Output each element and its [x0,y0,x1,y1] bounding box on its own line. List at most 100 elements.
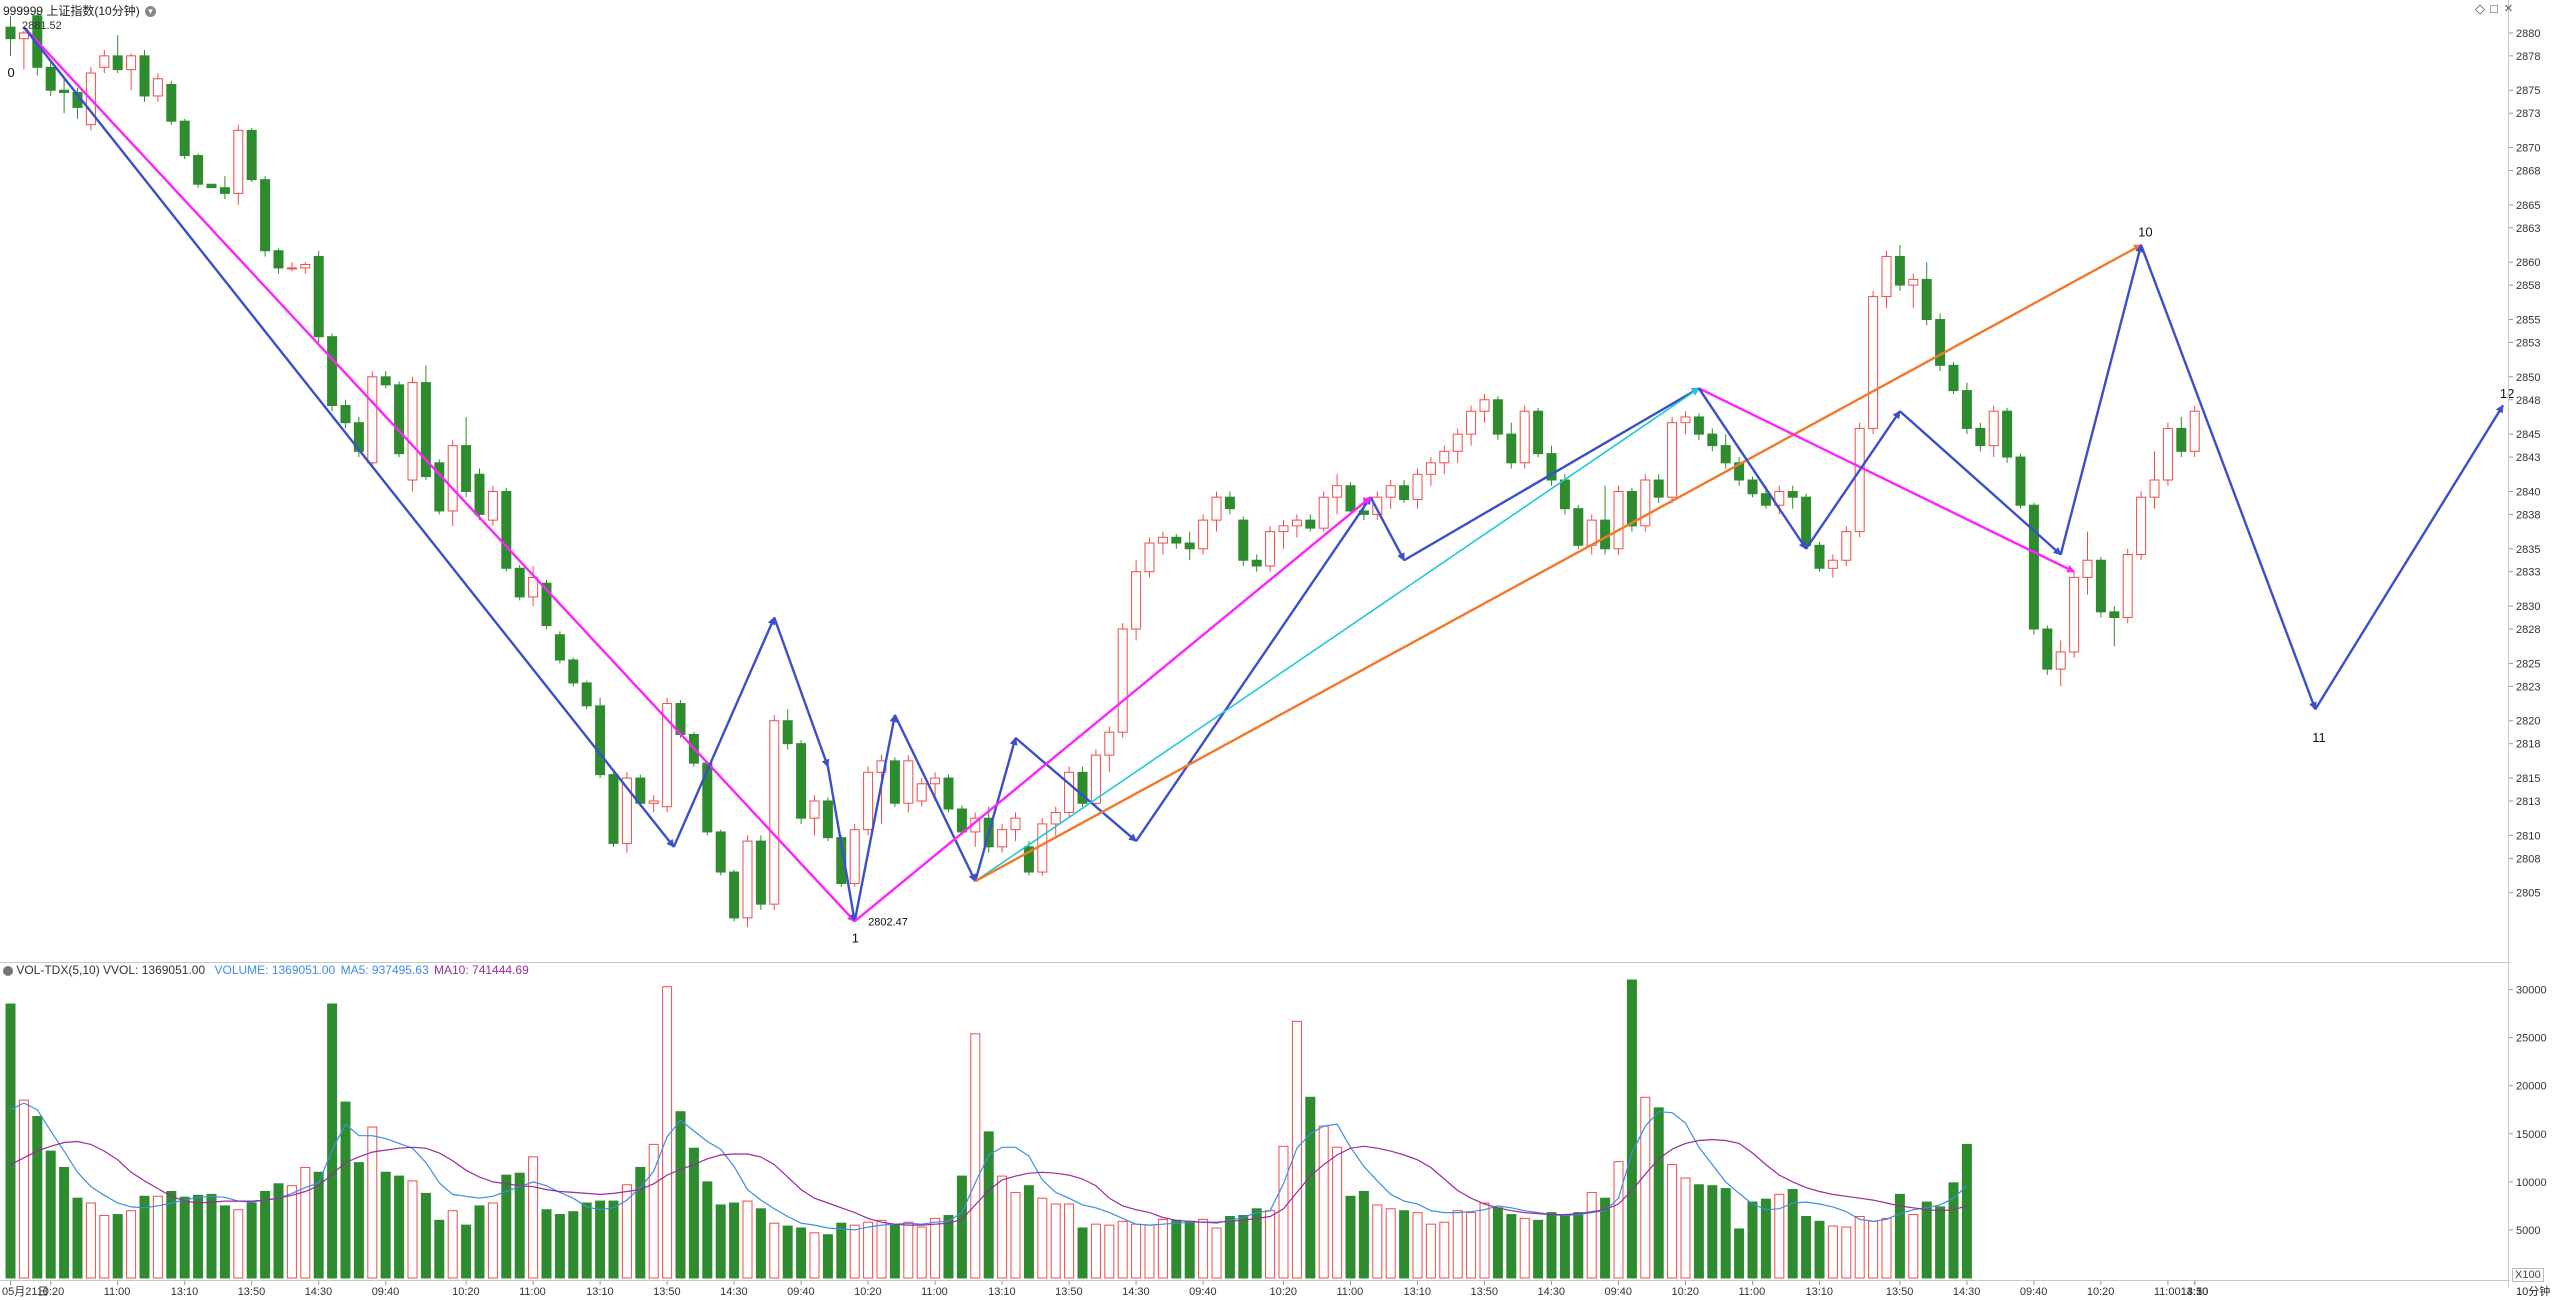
candle-body [179,120,190,157]
time-tick-label: 11:00 [104,1286,131,1298]
candle-body [782,720,793,745]
time-tick-label: 11:00 [921,1286,948,1298]
candle-body [608,774,619,844]
candle-body [930,777,941,785]
blue-trend-segment [893,714,977,883]
time-tick-label: 13:10 [586,1286,614,1298]
time-tick-label: 13:10 [1404,1286,1432,1298]
candle-body [1278,525,1289,533]
volume-bar [983,1131,994,1279]
restore-icon[interactable]: □ [2490,1,2498,16]
volume-bar [286,1185,297,1279]
candle-body [1961,390,1972,429]
candle-body [1452,433,1463,452]
candle-body [1814,544,1825,569]
period-label[interactable]: 10分钟 [2516,1286,2551,1298]
candle-body [1760,493,1771,506]
price-tick-label: 2823 [2516,681,2540,693]
volume-bar [1425,1223,1436,1279]
candle-body [1157,536,1168,544]
price-tick-label: 2815 [2516,773,2540,785]
volume-bar [1184,1220,1195,1279]
volume-bar [1787,1189,1798,1279]
candle-body [1010,817,1021,831]
candle-body [2055,651,2066,670]
time-tick-label: 09:40 [1189,1286,1217,1298]
volume-bar [863,1221,874,1279]
volume-bar [193,1194,204,1279]
candle-body [1050,811,1061,825]
time-tick-label: 10:20 [452,1286,480,1298]
candle-body [126,55,137,71]
volume-bar [1278,1145,1289,1279]
panel-separator [0,962,2510,963]
volume-bar [1010,1191,1021,1279]
volume-bar [621,1184,632,1279]
volume-bar [930,1217,941,1279]
settings-icon[interactable]: ▾ [145,6,157,18]
price-tick-label: 2848 [2516,395,2540,407]
volume-bar [608,1200,619,1279]
volume-bar [447,1210,458,1279]
volume-bar [327,1003,338,1279]
price-tick-label: 2840 [2516,486,2540,498]
volume-bar [1894,1193,1905,1279]
candle-body [1385,485,1396,498]
close-icon[interactable]: × [2504,0,2513,17]
volume-multiplier: X100 [2512,1268,2544,1282]
candle-body [1171,536,1182,544]
magenta-trend-segment [1698,387,2075,573]
volume-bar [1104,1224,1115,1279]
volume-bar [273,1183,284,1279]
blue-trend-segment [2314,404,2504,710]
candle-body [1479,399,1490,412]
candle-body [407,382,418,481]
candle-body [2015,456,2026,506]
volume-bar [1318,1125,1329,1279]
blue-trend-segment [974,736,1018,882]
volume-tick-label: 15000 [2516,1129,2547,1141]
candle-body [528,576,539,598]
diamond-icon[interactable]: ◇ [2475,1,2485,16]
chart-title: 999999 上证指数(10分钟) ▾ [3,2,157,19]
volume-bar [702,1181,713,1279]
ma10-value: MA10: 741444.69 [434,963,529,977]
price-axis-border [2508,0,2509,1288]
orange-trend-segment [974,243,2142,883]
price-tick-label: 2820 [2516,716,2540,728]
candle-body [729,871,740,919]
volume-bar [1358,1190,1369,1279]
candle-body [809,800,820,819]
volume-bar [1305,1096,1316,1279]
volume-bar [1720,1188,1731,1279]
volume-bar [1707,1185,1718,1279]
blue-trend-segment [1805,410,1901,550]
candle-body [1827,559,1838,569]
pivot-label: 2802.47 [868,916,908,928]
volume-tick-label: 25000 [2516,1033,2547,1045]
candle-body [1734,462,1745,481]
candle-body [273,250,284,269]
candle-body [193,155,204,185]
volume-bar [32,1116,43,1279]
candle-body [1546,453,1557,481]
volume-tick-label: 30000 [2516,985,2547,997]
volume-bar [1653,1107,1664,1279]
volume-collapse-icon[interactable] [3,965,13,976]
price-tick-label: 2873 [2516,108,2540,120]
pivot-label: 1 [852,931,859,946]
magenta-trend-segment [853,496,1372,923]
volume-bar [1667,1164,1678,1279]
volume-bar [1171,1219,1182,1279]
candle-body [1881,255,1892,298]
volume-bar [152,1195,163,1279]
volume-bar [1827,1225,1838,1279]
blue-trend-segment [672,616,776,848]
volume-bar [5,1003,16,1279]
volume-bar [1385,1208,1396,1279]
candle-body [997,829,1008,848]
candle-body [541,582,552,627]
time-tick-label: 11:00 [1739,1286,1766,1298]
price-tick-label: 2868 [2516,165,2540,177]
